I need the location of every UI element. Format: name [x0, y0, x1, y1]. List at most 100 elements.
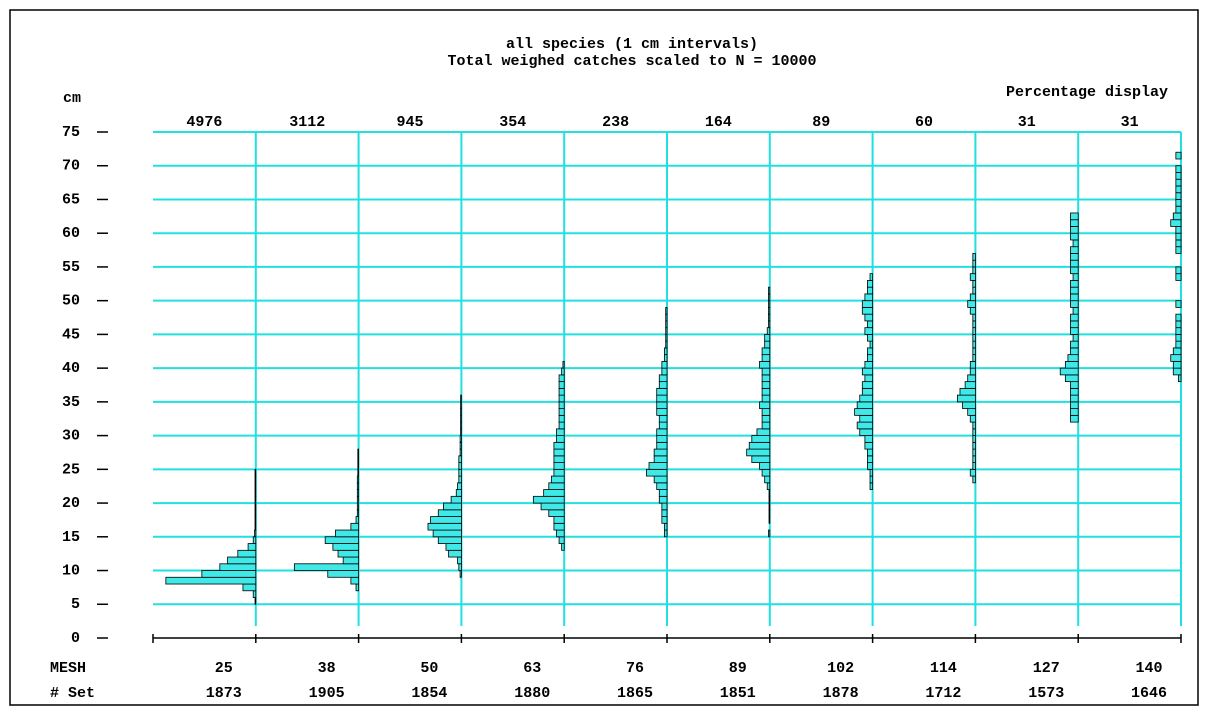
- set-label: 1646: [1131, 685, 1167, 702]
- panel-count: 3112: [289, 114, 325, 131]
- bar: [768, 502, 771, 511]
- bar: [856, 401, 873, 410]
- set-label: 1854: [411, 685, 447, 702]
- bar: [864, 327, 874, 335]
- bar: [972, 286, 976, 295]
- bar: [1072, 239, 1079, 248]
- bar: [550, 475, 565, 484]
- bar: [458, 462, 462, 470]
- y-tick-label: 70: [62, 158, 80, 175]
- bar: [756, 428, 771, 436]
- bar: [357, 462, 360, 470]
- bar: [969, 468, 976, 477]
- bar: [972, 320, 976, 329]
- bar: [460, 408, 462, 416]
- bar: [653, 448, 668, 457]
- bar: [1172, 347, 1182, 356]
- bar: [201, 570, 257, 578]
- y-tick-label: 15: [62, 529, 80, 546]
- bar: [867, 280, 874, 288]
- bar: [1178, 374, 1182, 383]
- bar: [867, 333, 874, 342]
- y-tick-label: 40: [62, 360, 80, 377]
- bar: [1070, 408, 1079, 416]
- bar: [254, 597, 257, 605]
- bar: [972, 455, 976, 463]
- bar: [969, 293, 976, 302]
- bar: [761, 394, 771, 403]
- bar: [445, 543, 462, 551]
- bar: [658, 414, 668, 423]
- bar: [761, 421, 771, 430]
- bar: [864, 313, 874, 322]
- panel-count: 31: [1121, 114, 1139, 131]
- bar: [867, 286, 874, 295]
- bar: [237, 549, 257, 558]
- y-tick-label: 50: [62, 293, 80, 310]
- mesh-label: 25: [215, 660, 233, 677]
- bar: [761, 408, 771, 416]
- bar: [1059, 367, 1079, 376]
- bar: [254, 489, 257, 497]
- bar: [656, 428, 668, 436]
- panel-count: 238: [602, 114, 629, 131]
- bar: [458, 563, 462, 571]
- mesh-label: 114: [930, 660, 957, 677]
- bar: [459, 570, 462, 578]
- bar: [254, 502, 257, 511]
- bar: [768, 307, 771, 315]
- bar: [1175, 151, 1182, 160]
- bar: [969, 273, 976, 281]
- bar: [869, 273, 874, 281]
- mesh-label: 89: [729, 660, 747, 677]
- bar: [748, 441, 771, 450]
- bar: [972, 280, 976, 288]
- bar: [759, 462, 771, 470]
- bar: [332, 543, 359, 551]
- chart-frame: [9, 9, 1199, 706]
- bar: [556, 428, 565, 436]
- bar: [1172, 367, 1182, 376]
- bar: [764, 475, 771, 484]
- bar: [254, 522, 257, 531]
- bar: [558, 387, 565, 396]
- bar: [548, 482, 565, 490]
- mesh-label: 76: [626, 660, 644, 677]
- bar: [1172, 360, 1182, 369]
- bar: [1070, 387, 1079, 396]
- bar: [460, 428, 462, 436]
- bar: [664, 529, 668, 538]
- bar: [869, 475, 874, 484]
- bar: [1072, 307, 1079, 315]
- bar: [1070, 253, 1079, 261]
- bar: [337, 549, 360, 558]
- bar: [254, 529, 257, 538]
- bar: [1070, 340, 1079, 349]
- bar: [1175, 172, 1182, 180]
- bar: [540, 502, 565, 511]
- bar: [242, 583, 257, 592]
- bar: [867, 448, 874, 457]
- bar: [861, 300, 874, 308]
- bar: [357, 455, 360, 463]
- bar: [553, 448, 565, 457]
- bar: [759, 401, 771, 410]
- bar: [761, 354, 771, 362]
- bar: [661, 502, 668, 511]
- bar: [967, 300, 976, 308]
- bar: [558, 414, 565, 423]
- bar: [665, 313, 668, 322]
- bar: [972, 441, 976, 450]
- bar: [356, 489, 360, 497]
- bar: [460, 394, 462, 403]
- y-tick-label: 25: [62, 461, 80, 478]
- panel-count: 89: [812, 114, 830, 131]
- bar: [459, 448, 462, 457]
- bar: [553, 516, 565, 524]
- bar: [972, 347, 976, 356]
- bar: [969, 367, 976, 376]
- bar: [972, 428, 976, 436]
- bar: [558, 374, 565, 383]
- bar: [254, 516, 257, 524]
